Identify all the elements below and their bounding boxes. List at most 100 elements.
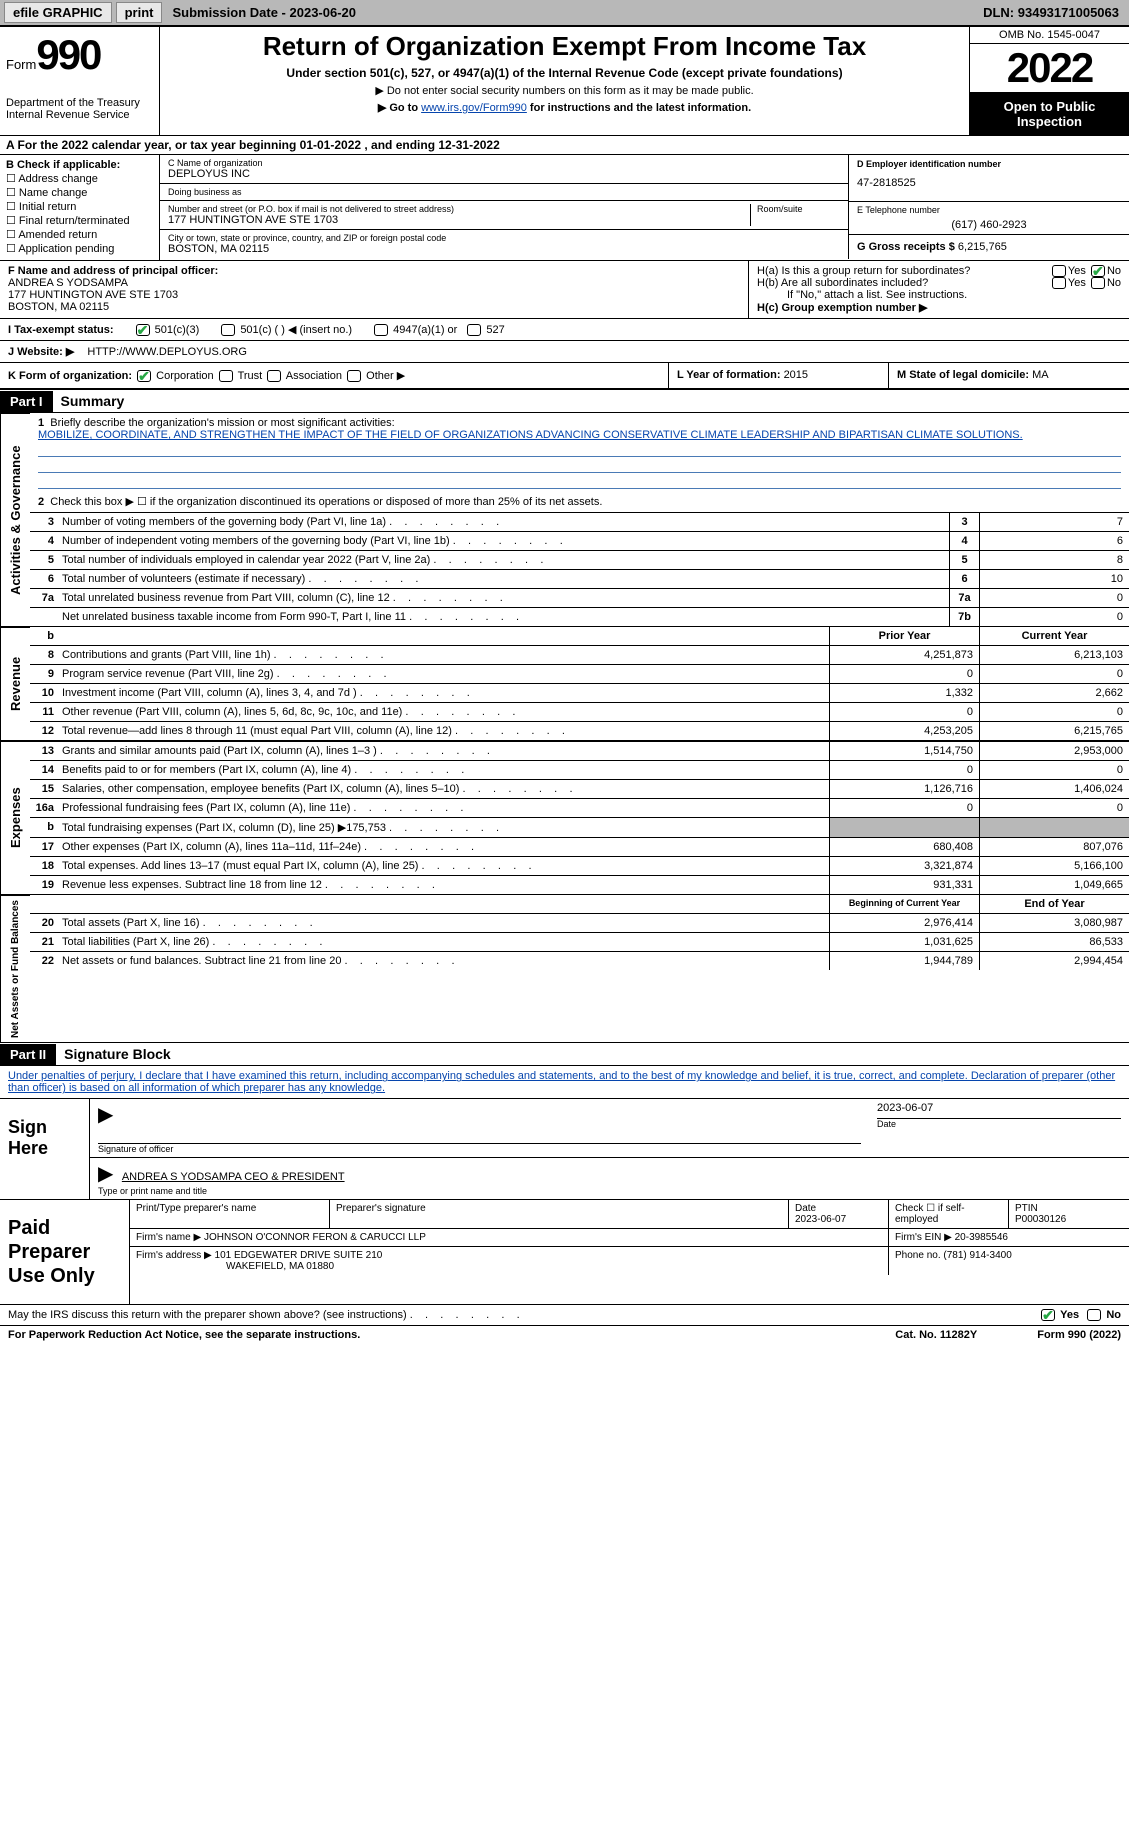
sidebar-activities: Activities & Governance [0,413,30,626]
discuss-yes[interactable] [1041,1309,1055,1321]
summary-row: 8 Contributions and grants (Part VIII, l… [30,645,1129,664]
summary-row: 3 Number of voting members of the govern… [30,512,1129,531]
hb-no[interactable] [1091,277,1105,289]
ha-yes[interactable] [1052,265,1066,277]
sig-arrow-icon: ▶ [98,1104,113,1126]
chk-address-change[interactable]: ☐ Address change [6,172,153,185]
chk-initial-return[interactable]: ☐ Initial return [6,200,153,213]
principal-officer: F Name and address of principal officer:… [0,261,749,318]
prior-year-hdr: Prior Year [829,627,979,645]
sig-officer-label: Signature of officer [98,1143,861,1154]
firm-ein: Firm's EIN ▶ 20-3985546 [889,1229,1129,1246]
sig-arrow2-icon: ▶ [98,1163,113,1185]
year-formation: L Year of formation: 2015 [669,363,889,388]
irs-link[interactable]: www.irs.gov/Form990 [421,102,527,114]
chk-application-pending[interactable]: ☐ Application pending [6,242,153,255]
type-name-label: Type or print name and title [98,1186,1121,1196]
row-b: b [30,627,58,645]
gross-receipts: G Gross receipts $ 6,215,765 [849,235,1129,259]
note-link: ▶ Go to www.irs.gov/Form990 for instruct… [168,101,961,114]
row-a-period: A For the 2022 calendar year, or tax yea… [0,135,1129,154]
firm-phone: Phone no. (781) 914-3400 [889,1247,1129,1275]
hb-yes[interactable] [1052,277,1066,289]
summary-row: 15 Salaries, other compensation, employe… [30,779,1129,798]
current-year-hdr: Current Year [979,627,1129,645]
firm-address: Firm's address ▶ 101 EDGEWATER DRIVE SUI… [130,1247,889,1275]
ptin: PTINP00030126 [1009,1200,1129,1228]
col-b-checkboxes: B Check if applicable: ☐ Address change … [0,155,160,260]
efile-button[interactable]: efile GRAPHIC [4,2,112,23]
sig-date: 2023-06-07 [877,1102,1121,1114]
chk-assoc[interactable] [267,370,281,382]
chk-name-change[interactable]: ☐ Name change [6,186,153,199]
tax-year: 2022 [970,44,1129,93]
sign-here-label: Sign Here [0,1099,90,1199]
h-c-exemption: H(c) Group exemption number ▶ [757,301,1121,314]
summary-row: 7a Total unrelated business revenue from… [30,588,1129,607]
sidebar-expenses: Expenses [0,741,30,894]
date-label: Date [877,1118,1121,1129]
chk-trust[interactable] [219,370,233,382]
summary-row: 16a Professional fundraising fees (Part … [30,798,1129,817]
chk-501c[interactable] [221,324,235,336]
part2-header: Part II [0,1044,56,1065]
h-b-subordinates: H(b) Are all subordinates included? Yes … [757,277,1121,289]
part1-title: Summary [53,390,133,412]
chk-final-return[interactable]: ☐ Final return/terminated [6,214,153,227]
summary-row: 12 Total revenue—add lines 8 through 11 … [30,721,1129,740]
summary-row: 4 Number of independent voting members o… [30,531,1129,550]
form-of-org: K Form of organization: Corporation Trus… [0,363,669,388]
summary-row: b Total fundraising expenses (Part IX, c… [30,817,1129,837]
omb-number: OMB No. 1545-0047 [970,27,1129,44]
dba-field: Doing business as [160,184,848,201]
h-b-note: If "No," attach a list. See instructions… [757,289,1121,301]
summary-row: 22 Net assets or fund balances. Subtract… [30,951,1129,970]
ein-field: D Employer identification number 47-2818… [857,159,1121,189]
sig-declaration: Under penalties of perjury, I declare th… [0,1066,1129,1098]
topbar: efile GRAPHIC print Submission Date - 20… [0,0,1129,25]
summary-row: 20 Total assets (Part X, line 16) 2,976,… [30,913,1129,932]
summary-row: 6 Total number of volunteers (estimate i… [30,569,1129,588]
org-name-field: C Name of organization DEPLOYUS INC [160,155,848,184]
phone-field: E Telephone number (617) 460-2923 [849,201,1129,235]
state-domicile: M State of legal domicile: MA [889,363,1129,388]
summary-row: 17 Other expenses (Part IX, column (A), … [30,837,1129,856]
chk-527[interactable] [467,324,481,336]
website-row: J Website: ▶ HTTP://WWW.DEPLOYUS.ORG [0,340,1129,363]
chk-4947[interactable] [374,324,388,336]
street-field: Number and street (or P.O. box if mail i… [160,201,848,230]
chk-amended[interactable]: ☐ Amended return [6,228,153,241]
summary-row: 5 Total number of individuals employed i… [30,550,1129,569]
summary-row: 11 Other revenue (Part VIII, column (A),… [30,702,1129,721]
ha-no[interactable] [1091,265,1105,277]
city-field: City or town, state or province, country… [160,230,848,258]
discuss-no[interactable] [1087,1309,1101,1321]
discuss-row: May the IRS discuss this return with the… [0,1305,1129,1325]
paid-preparer-label: Paid Preparer Use Only [0,1200,130,1304]
officer-name-title: ANDREA S YODSAMPA CEO & PRESIDENT [122,1171,345,1183]
part2-title: Signature Block [56,1043,179,1065]
chk-other[interactable] [347,370,361,382]
form-footer: Form 990 (2022) [1037,1329,1121,1341]
self-employed-check[interactable]: Check ☐ if self-employed [889,1200,1009,1228]
print-name-label: Print/Type preparer's name [130,1200,330,1228]
sidebar-netassets: Net Assets or Fund Balances [0,895,30,1042]
note-ssn: ▶ Do not enter social security numbers o… [168,84,961,97]
chk-501c3[interactable] [136,324,150,336]
firm-name: Firm's name ▶ JOHNSON O'CONNOR FERON & C… [130,1229,889,1246]
summary-row: 14 Benefits paid to or for members (Part… [30,760,1129,779]
summary-row: 13 Grants and similar amounts paid (Part… [30,741,1129,760]
summary-row: 9 Program service revenue (Part VIII, li… [30,664,1129,683]
form-subtitle: Under section 501(c), 527, or 4947(a)(1)… [168,66,961,80]
eoy-hdr: End of Year [979,895,1129,913]
mission-block: 1 Briefly describe the organization's mi… [30,413,1129,491]
chk-corp[interactable] [137,370,151,382]
tax-exempt-status: I Tax-exempt status: 501(c)(3) 501(c) ( … [0,318,1129,340]
form-title: Return of Organization Exempt From Incom… [168,31,961,62]
submission-date: Submission Date - 2023-06-20 [172,5,356,20]
print-button[interactable]: print [116,2,163,23]
prep-date: Date2023-06-07 [789,1200,889,1228]
prep-sig-label: Preparer's signature [330,1200,789,1228]
summary-row: 21 Total liabilities (Part X, line 26) 1… [30,932,1129,951]
summary-row: 10 Investment income (Part VIII, column … [30,683,1129,702]
